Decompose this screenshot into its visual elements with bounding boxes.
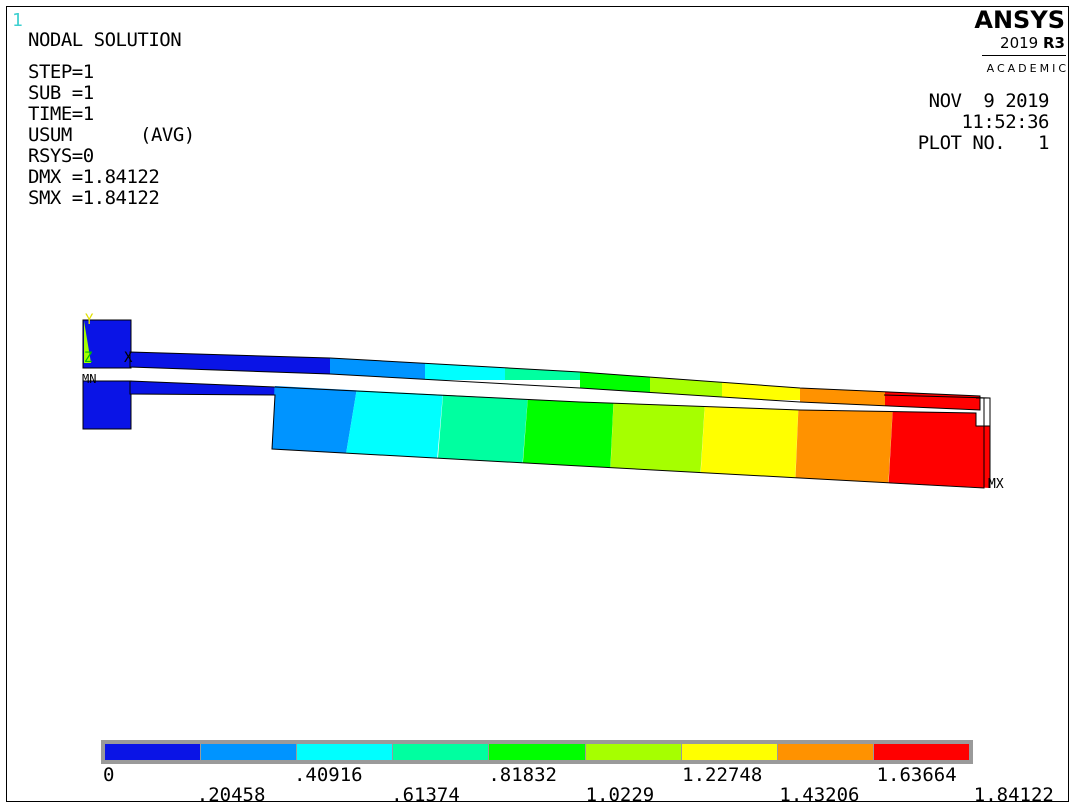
version-year: 2019: [1000, 34, 1039, 52]
avg-label: (AVG): [140, 124, 195, 146]
sub-label: SUB =1: [28, 82, 94, 104]
left-block-lower: [82, 380, 132, 430]
version-release: R3: [1043, 34, 1065, 52]
axis-x-label: X: [124, 350, 133, 366]
logo-divider: [982, 55, 1066, 56]
legend-label-top: 0: [103, 764, 115, 786]
ansys-version: 2019 R3: [1000, 34, 1065, 52]
ansys-edition: ACADEMIC: [986, 62, 1069, 75]
legend-swatch: [488, 744, 585, 760]
legend-swatch: [776, 744, 873, 760]
legend-label-bottom: .20458: [196, 784, 266, 806]
usum-label: USUM: [28, 124, 72, 146]
dmx-label: DMX =1.84122: [28, 166, 160, 188]
legend-swatch: [392, 744, 489, 760]
plot-time: 11:52:36: [961, 111, 1049, 133]
legend-label-top: 1.63664: [876, 764, 957, 786]
time-label: TIME=1: [28, 103, 94, 125]
min-marker: MN: [82, 372, 97, 386]
smx-label: SMX =1.84122: [28, 187, 160, 209]
legend-swatch: [296, 744, 393, 760]
legend-label-bottom: 1.43206: [779, 784, 860, 806]
window-number: 1: [12, 10, 23, 31]
legend-label-top: .81832: [488, 764, 558, 786]
left-block-upper: [82, 319, 132, 369]
graphics-window-frame: [6, 6, 1069, 802]
ansys-logo: ANSYS: [974, 6, 1065, 34]
max-marker: MX: [988, 477, 1004, 492]
rsys-label: RSYS=0: [28, 145, 94, 167]
legend-label-bottom: 1.0229: [585, 784, 655, 806]
legend-swatch: [105, 744, 201, 760]
plot-number: PLOT NO. 1: [917, 132, 1050, 154]
legend-label-bottom: .61374: [391, 784, 460, 806]
legend-label-top: 1.22748: [682, 764, 763, 786]
plot-title: NODAL SOLUTION: [28, 29, 182, 51]
legend-swatch: [584, 744, 681, 760]
min-region-sliver: [84, 321, 91, 363]
step-label: STEP=1: [28, 61, 94, 83]
lower-arm: [130, 381, 990, 488]
legend-label-top: .40916: [293, 764, 363, 786]
axis-y-label: Y: [85, 312, 94, 328]
legend-bar: [101, 740, 973, 764]
legend-swatch: [872, 744, 969, 760]
plot-date: NOV 9 2019: [928, 90, 1050, 112]
legend-label-bottom: 1.84122: [973, 784, 1054, 806]
legend-swatch: [680, 744, 777, 760]
axis-z-label: Z: [84, 350, 93, 366]
legend-swatch: [200, 744, 297, 760]
legend-swatches: [105, 744, 969, 760]
